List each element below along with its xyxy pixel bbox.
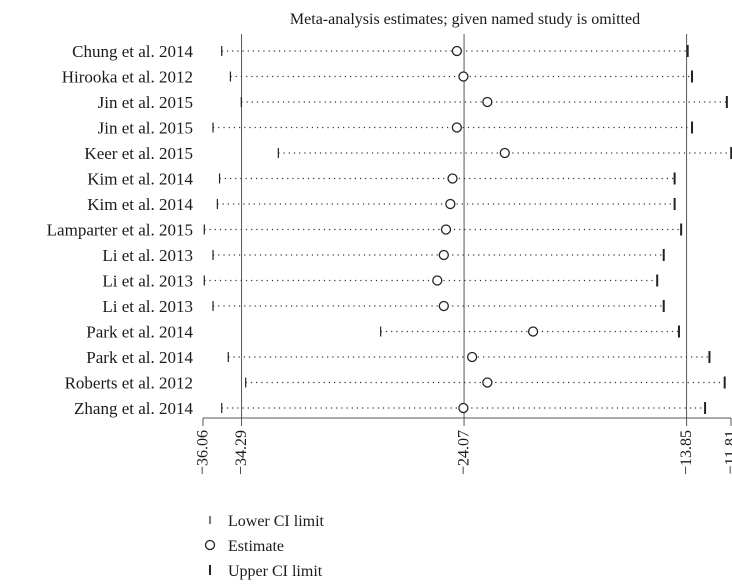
- study-label: Li et al. 2013: [102, 297, 193, 316]
- study-row: Chung et al. 2014: [72, 42, 689, 61]
- estimate-point: [438, 249, 449, 261]
- x-tick-label: −11.81: [723, 430, 732, 474]
- legend-label: Upper CI limit: [228, 563, 323, 580]
- study-row: Li et al. 2013: [102, 297, 665, 316]
- study-label: Zhang et al. 2014: [74, 399, 193, 418]
- estimate-point: [482, 377, 493, 388]
- estimate-point: [438, 300, 449, 312]
- study-row: Jin et al. 2015: [98, 93, 728, 112]
- legend-label: Lower CI limit: [228, 513, 325, 530]
- x-tick-label: −13.85: [678, 430, 695, 475]
- study-label: Roberts et al. 2012: [65, 374, 193, 393]
- legend-estimate-symbol: [204, 539, 216, 551]
- study-label: Chung et al. 2014: [72, 42, 193, 61]
- study-row: Li et al. 2013: [102, 272, 659, 291]
- estimate-point: [499, 147, 510, 159]
- estimate-point: [482, 96, 493, 108]
- legend-item-upper: Upper CI limit: [209, 563, 323, 580]
- x-axis: −36.06 −34.29 −24.07 −13.85 −11.81: [195, 417, 732, 475]
- estimate-point: [447, 173, 458, 184]
- study-label: Jin et al. 2015: [98, 119, 193, 138]
- estimate-point: [458, 402, 469, 414]
- estimate-point: [432, 275, 443, 286]
- study-row: Kim et al. 2014: [87, 170, 676, 189]
- study-label: Keer et al. 2015: [84, 144, 193, 163]
- study-label: Hirooka et al. 2012: [62, 68, 193, 87]
- study-label: Kim et al. 2014: [87, 170, 193, 189]
- estimate-point: [527, 326, 539, 337]
- study-label: Li et al. 2013: [102, 246, 193, 265]
- study-row: Park et al. 2014: [86, 348, 711, 367]
- legend-label: Estimate: [228, 538, 284, 555]
- study-row: Zhang et al. 2014: [74, 399, 707, 418]
- study-label: Lamparter et al. 2015: [47, 221, 193, 240]
- study-row: Lamparter et al. 2015: [47, 221, 683, 240]
- legend-item-lower: Lower CI limit: [209, 513, 325, 530]
- legend-item-estimate: Estimate: [204, 538, 284, 555]
- estimate-point: [440, 224, 452, 235]
- study-label: Park et al. 2014: [86, 323, 193, 342]
- legend: Lower CI limit Estimate Upper CI limit: [204, 513, 325, 580]
- study-row: Keer et al. 2015: [84, 144, 732, 163]
- study-row: Kim et al. 2014: [87, 195, 676, 214]
- estimate-point: [458, 71, 469, 82]
- reference-lines: [241, 34, 688, 418]
- study-row: Hirooka et al. 2012: [62, 68, 694, 87]
- x-tick-label: −34.29: [233, 430, 250, 475]
- estimate-point: [451, 122, 463, 133]
- estimate-point: [451, 45, 463, 57]
- study-label: Jin et al. 2015: [98, 93, 193, 112]
- estimate-point: [445, 198, 456, 210]
- estimate-point: [466, 351, 478, 363]
- x-tick-label: −24.07: [456, 430, 473, 475]
- study-label: Li et al. 2013: [102, 272, 193, 291]
- study-rows: Chung et al. 2014 Hirooka et al. 2012 Jin …: [47, 42, 732, 418]
- study-label: Park et al. 2014: [86, 348, 193, 367]
- study-row: Li et al. 2013: [102, 246, 665, 265]
- study-row: Park et al. 2014: [86, 323, 680, 342]
- study-label: Kim et al. 2014: [87, 195, 193, 214]
- x-tick-label: −36.06: [195, 430, 212, 475]
- study-row: Roberts et al. 2012: [65, 374, 726, 393]
- study-row: Jin et al. 2015: [98, 119, 694, 138]
- chart-title: Meta-analysis estimates; given named stu…: [290, 11, 640, 28]
